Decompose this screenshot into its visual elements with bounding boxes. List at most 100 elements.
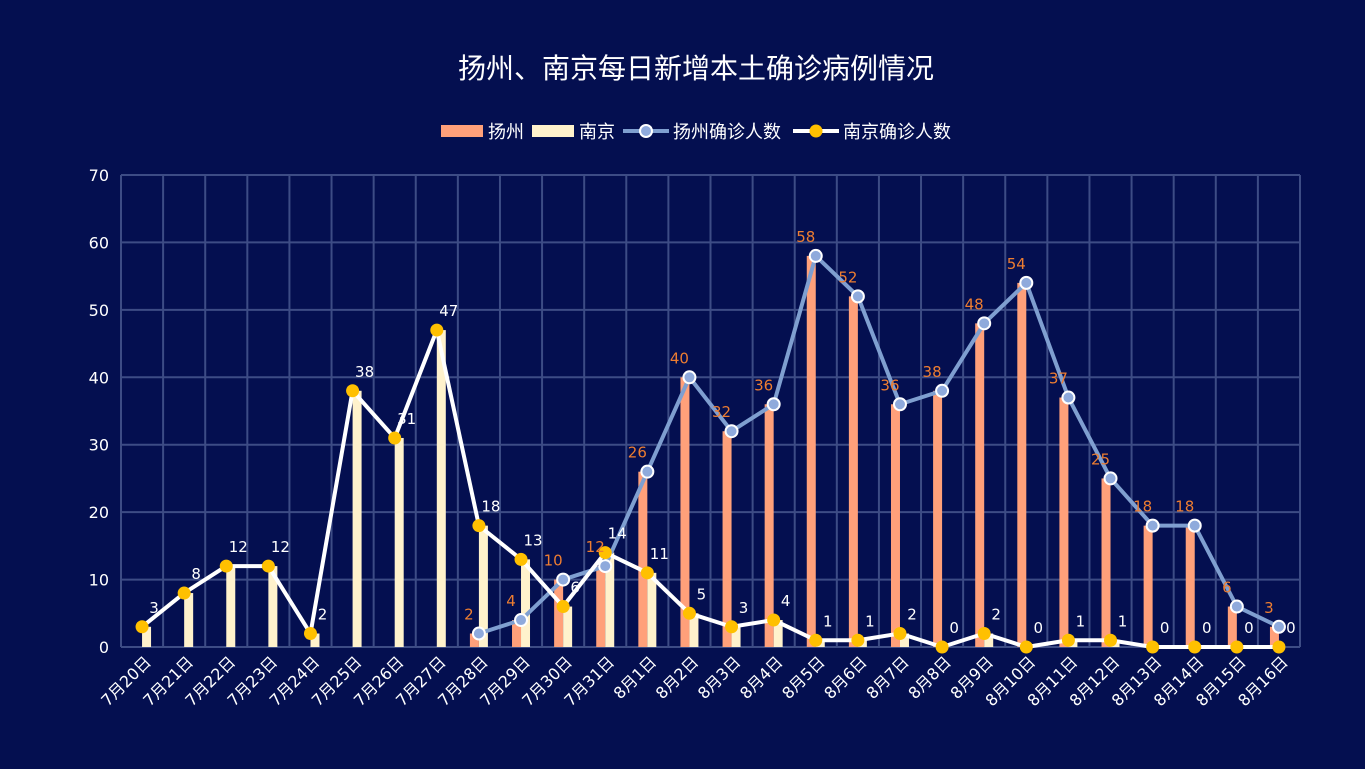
point-yangzhou: [1061, 390, 1076, 405]
data-label-nanjing: 6: [570, 579, 580, 597]
data-label-nanjing: 0: [1244, 619, 1254, 637]
point-nanjing: [1272, 640, 1286, 654]
bar-yangzhou: [1269, 626, 1279, 647]
x-tick-label: 8月8日: [904, 652, 954, 702]
data-label-nanjing: 1: [1118, 612, 1128, 630]
data-label-nanjing: 0: [949, 619, 959, 637]
bar-nanjing: [184, 593, 194, 647]
point-yangzhou: [766, 397, 781, 412]
x-tick-label: 8月6日: [820, 652, 870, 702]
point-yangzhou: [471, 626, 486, 641]
point-nanjing: [767, 613, 781, 627]
bar-yangzhou: [1143, 525, 1153, 647]
data-label-nanjing: 2: [991, 606, 1001, 624]
point-yangzhou: [1103, 471, 1118, 486]
point-yangzhou: [1187, 518, 1202, 533]
legend-marker: [809, 124, 823, 138]
bar-yangzhou: [1227, 606, 1237, 647]
point-nanjing: [1104, 633, 1118, 647]
data-label-nanjing: 38: [355, 363, 374, 381]
bar-yangzhou: [638, 471, 648, 647]
data-label-yangzhou: 32: [712, 403, 731, 421]
x-tick-label: 8月2日: [652, 652, 702, 702]
data-label-yangzhou: 36: [754, 376, 773, 394]
legend-label: 南京: [579, 122, 615, 143]
point-yangzhou: [850, 289, 865, 304]
bar-yangzhou: [1185, 525, 1195, 647]
bar-yangzhou: [1059, 397, 1069, 647]
data-label-nanjing: 12: [229, 538, 248, 556]
bar-nanjing: [478, 525, 488, 647]
bar-yangzhou: [1101, 478, 1111, 647]
point-yangzhou: [808, 248, 823, 263]
bar-nanjing: [394, 437, 404, 647]
data-label-nanjing: 3: [739, 599, 749, 617]
bar-yangzhou: [596, 566, 606, 647]
data-label-nanjing: 4: [781, 592, 791, 610]
data-label-yangzhou: 6: [1222, 579, 1232, 597]
bar-yangzhou: [890, 404, 900, 647]
y-tick-label: 0: [99, 638, 109, 657]
data-label-nanjing: 31: [397, 410, 416, 428]
bar-nanjing: [268, 566, 278, 647]
bar-nanjing: [226, 566, 236, 647]
bar-nanjing: [563, 606, 573, 647]
y-tick-label: 40: [89, 368, 109, 387]
bar-yangzhou: [469, 633, 479, 647]
data-label-nanjing: 1: [823, 612, 833, 630]
point-yangzhou: [1019, 275, 1034, 290]
point-nanjing: [935, 640, 949, 654]
point-nanjing: [725, 620, 739, 634]
data-label-nanjing: 1: [865, 612, 875, 630]
point-nanjing: [346, 384, 360, 398]
legend-swatch: [532, 125, 574, 137]
bar-nanjing: [689, 613, 699, 647]
point-nanjing: [1188, 640, 1202, 654]
data-label-yangzhou: 18: [1133, 498, 1152, 516]
x-tick-label: 8月5日: [778, 652, 828, 702]
y-tick-label: 50: [89, 301, 109, 320]
x-tick-label: 8月7日: [862, 652, 912, 702]
bar-nanjing: [436, 330, 446, 647]
bar-yangzhou: [975, 323, 985, 647]
point-yangzhou: [556, 572, 571, 587]
point-yangzhou: [892, 397, 907, 412]
data-label-yangzhou: 3: [1264, 599, 1274, 617]
data-label-nanjing: 1: [1076, 612, 1086, 630]
point-nanjing: [1230, 640, 1244, 654]
point-nanjing: [472, 519, 486, 533]
data-label-nanjing: 5: [697, 585, 707, 603]
point-nanjing: [598, 546, 612, 560]
legend: 扬州 南京 扬州确诊人数 南京确诊人数: [441, 122, 951, 143]
point-yangzhou: [1145, 518, 1160, 533]
point-nanjing: [1146, 640, 1160, 654]
bar-yangzhou: [806, 255, 816, 647]
point-nanjing: [809, 633, 823, 647]
point-nanjing: [219, 559, 233, 573]
chart-title: 扬州、南京每日新增本土确诊病例情况: [458, 52, 934, 85]
point-nanjing: [514, 552, 528, 566]
bar-yangzhou: [1017, 282, 1027, 647]
point-nanjing: [303, 627, 317, 641]
bar-yangzhou: [554, 579, 564, 647]
grid: [120, 174, 1301, 648]
point-nanjing: [851, 633, 865, 647]
data-label-yangzhou: 37: [1049, 370, 1068, 388]
bar-nanjing: [310, 633, 320, 647]
data-label-nanjing: 0: [1160, 619, 1170, 637]
point-yangzhou: [1271, 619, 1286, 634]
point-nanjing: [640, 566, 654, 580]
data-label-yangzhou: 18: [1175, 498, 1194, 516]
data-label-yangzhou: 48: [965, 295, 984, 313]
bar-nanjing: [605, 552, 615, 647]
data-label-yangzhou: 2: [464, 606, 474, 624]
bar-yangzhou: [680, 377, 690, 647]
point-nanjing: [1019, 640, 1033, 654]
bar-yangzhou: [722, 431, 732, 647]
data-label-nanjing: 13: [523, 531, 542, 549]
point-yangzhou: [1229, 599, 1244, 614]
point-yangzhou: [598, 559, 613, 574]
data-label-yangzhou: 54: [1007, 255, 1026, 273]
data-label-nanjing: 18: [481, 498, 500, 516]
bar-yangzhou: [764, 404, 774, 647]
